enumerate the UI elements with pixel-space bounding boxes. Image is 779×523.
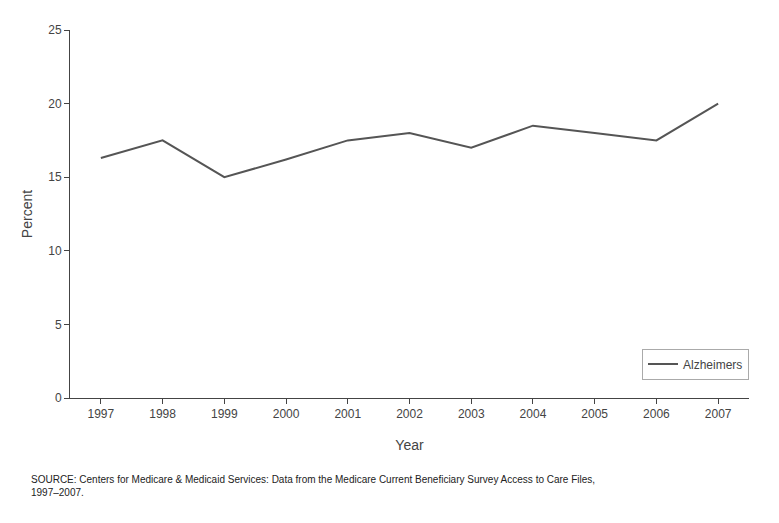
svg-text:2007: 2007 (705, 407, 732, 421)
svg-text:2001: 2001 (334, 407, 361, 421)
svg-text:1998: 1998 (149, 407, 176, 421)
svg-text:2000: 2000 (273, 407, 300, 421)
svg-text:5: 5 (55, 318, 62, 332)
svg-text:20: 20 (48, 97, 62, 111)
svg-text:1997: 1997 (88, 407, 115, 421)
svg-text:25: 25 (48, 23, 62, 37)
svg-text:2003: 2003 (458, 407, 485, 421)
svg-text:Year: Year (395, 437, 424, 453)
svg-text:2004: 2004 (520, 407, 547, 421)
svg-text:2006: 2006 (643, 407, 670, 421)
svg-text:Alzheimers: Alzheimers (683, 358, 742, 372)
svg-text:2005: 2005 (581, 407, 608, 421)
svg-text:10: 10 (48, 244, 62, 258)
svg-text:SOURCE: Centers for Medicare &: SOURCE: Centers for Medicare & Medicaid … (31, 474, 595, 498)
svg-text:2002: 2002 (396, 407, 423, 421)
svg-text:15: 15 (48, 170, 62, 184)
svg-text:1999: 1999 (211, 407, 238, 421)
svg-text:0: 0 (55, 391, 62, 405)
svg-text:Percent: Percent (19, 190, 35, 238)
